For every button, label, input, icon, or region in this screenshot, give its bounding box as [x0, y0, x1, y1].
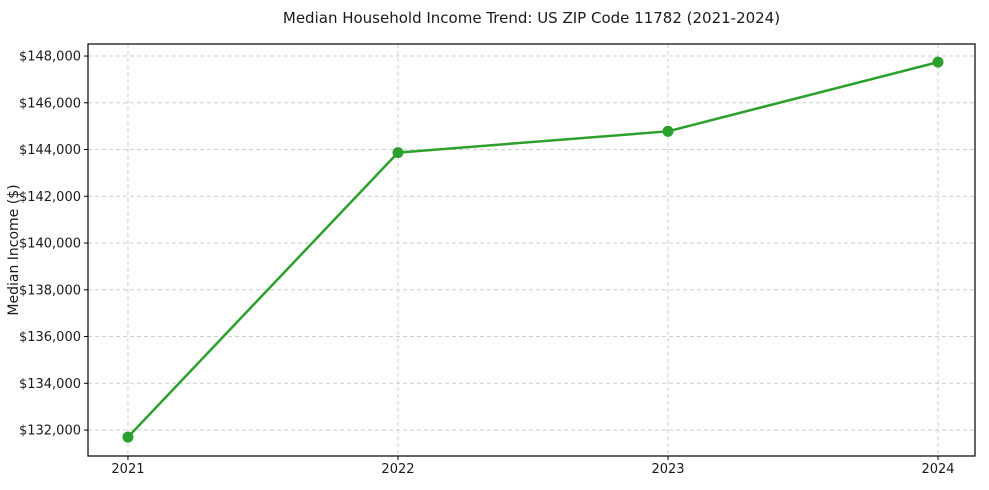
- y-tick-label: $146,000: [19, 96, 81, 111]
- y-tick-label: $140,000: [19, 237, 81, 252]
- y-tick-label: $142,000: [19, 190, 81, 205]
- x-tick-label: 2024: [921, 462, 954, 477]
- x-tick-label: 2021: [111, 462, 144, 477]
- y-tick-label: $136,000: [19, 330, 81, 345]
- chart-title: Median Household Income Trend: US ZIP Co…: [282, 9, 781, 27]
- y-tick-label: $132,000: [19, 424, 81, 439]
- y-tick-label: $138,000: [19, 283, 81, 298]
- plot-border: [87, 43, 976, 457]
- y-tick-label: $134,000: [19, 377, 81, 392]
- data-point-marker: [122, 431, 134, 443]
- y-tick-label: $148,000: [19, 50, 81, 65]
- data-point-marker: [932, 56, 944, 68]
- data-point-marker: [662, 125, 674, 137]
- trend-line: [126, 60, 940, 439]
- data-point-marker: [392, 147, 404, 159]
- x-tick-label: 2023: [651, 462, 684, 477]
- x-tick-label: 2022: [381, 462, 414, 477]
- y-tick-label: $144,000: [19, 143, 81, 158]
